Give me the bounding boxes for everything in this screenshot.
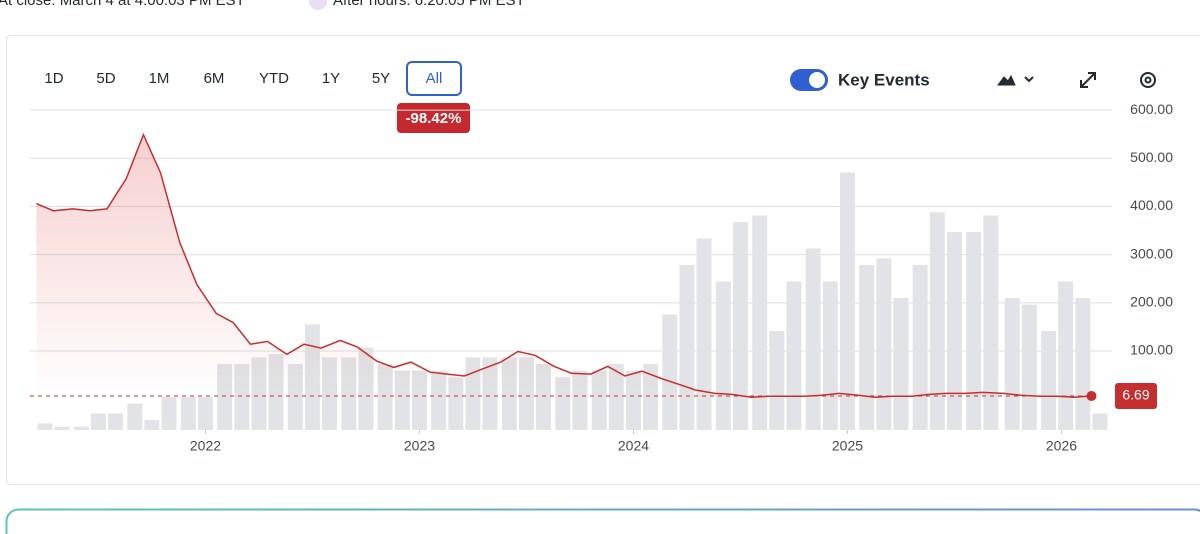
last-price-label: 6.69 (1122, 387, 1149, 403)
after-hours-icon (309, 0, 327, 10)
volume-bar (54, 426, 70, 430)
after-hours-time: After hours: 6:20:05 PM EST (333, 0, 525, 9)
volume-bar (1021, 304, 1037, 430)
volume-bar (108, 413, 124, 430)
volume-bar (127, 403, 143, 430)
volume-bar (805, 248, 821, 430)
volume-bar (912, 265, 928, 430)
volume-bar (696, 238, 712, 430)
volume-bar (662, 314, 678, 430)
volume-bar (876, 258, 892, 430)
volume-bar (197, 397, 213, 430)
range-button[interactable]: 1D (44, 70, 63, 87)
range-button[interactable]: YTD (259, 70, 289, 87)
y-tick-label: 200.00 (1130, 294, 1173, 310)
volume-bar (90, 413, 106, 430)
range-button[interactable]: 1Y (322, 70, 340, 87)
chart-type-menu[interactable] (997, 74, 1034, 86)
fullscreen-button[interactable] (1080, 72, 1096, 88)
volume-bar (946, 232, 962, 430)
volume-bar (1004, 298, 1020, 430)
next-card (5, 508, 1200, 534)
volume-bar (1075, 298, 1091, 430)
volume-bar (73, 426, 89, 430)
volume-bar (983, 215, 999, 430)
volume-bar (679, 265, 695, 430)
range-button[interactable]: All (426, 70, 443, 87)
toggle-knob (809, 72, 825, 88)
range-selected (406, 61, 462, 96)
volume-bar (822, 281, 838, 430)
volume-bar (144, 420, 160, 430)
volume-bar (1058, 281, 1074, 430)
settings-button[interactable] (1140, 72, 1156, 88)
volume-bar (715, 281, 731, 430)
volume-bar (180, 397, 196, 430)
range-button[interactable]: 5D (96, 70, 115, 87)
last-price-box (1115, 382, 1157, 409)
y-tick-label: 100.00 (1130, 342, 1173, 358)
x-tick-label: 2026 (1046, 438, 1077, 454)
x-tick-label: 2025 (832, 438, 863, 454)
y-tick-label: 300.00 (1130, 245, 1173, 261)
x-tick-label: 2024 (618, 438, 649, 454)
y-tick-label: 400.00 (1130, 197, 1173, 213)
y-tick-label: 600.00 (1130, 101, 1173, 117)
volume-bar (752, 215, 768, 430)
volume-bar (1092, 413, 1108, 430)
y-tick-label: 500.00 (1130, 149, 1173, 165)
volume-bar (859, 265, 875, 430)
price-line (36, 132, 1092, 398)
volume-bar (839, 172, 855, 430)
volume-bar (161, 397, 177, 430)
x-tick-label: 2023 (404, 438, 435, 454)
volume-bar (1041, 331, 1057, 430)
close-time: At close: March 4 at 4:00:03 PM EST (0, 0, 245, 9)
volume-bar (732, 222, 748, 430)
range-button[interactable]: 1M (149, 70, 170, 87)
area-fill (36, 134, 1092, 400)
volume-bar (786, 281, 802, 430)
volume-bar (37, 423, 53, 430)
volume-bar (966, 232, 982, 430)
range-button[interactable]: 5Y (372, 70, 390, 87)
last-price-dot (1086, 390, 1097, 401)
volume-bar (769, 331, 785, 430)
volume-bar (929, 212, 945, 430)
change-badge: -98.42% (406, 110, 462, 127)
key-events-label[interactable]: Key Events (838, 70, 930, 89)
range-button[interactable]: 6M (204, 70, 225, 87)
x-tick-label: 2022 (190, 438, 221, 454)
volume-bar (893, 298, 909, 430)
